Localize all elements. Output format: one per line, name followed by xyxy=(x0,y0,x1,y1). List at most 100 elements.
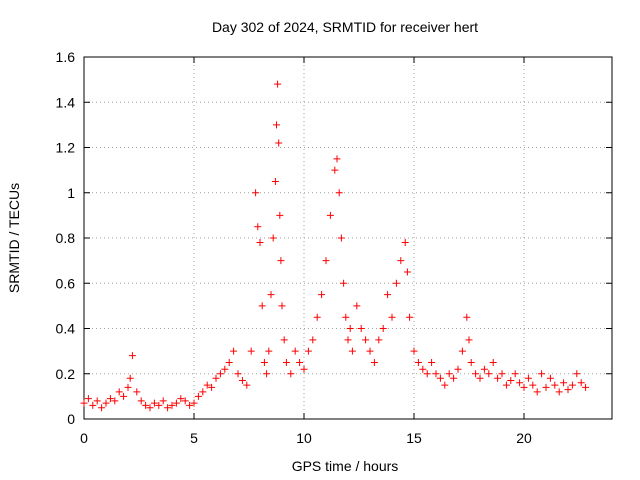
data-point xyxy=(225,358,233,366)
data-point xyxy=(423,370,431,378)
data-point xyxy=(344,336,352,344)
data-point xyxy=(384,291,392,299)
data-point xyxy=(282,358,290,366)
data-point xyxy=(199,388,207,396)
data-point xyxy=(221,365,229,373)
data-point xyxy=(263,370,271,378)
data-point xyxy=(177,395,185,403)
data-point xyxy=(247,347,255,355)
data-point xyxy=(577,379,585,387)
data-point xyxy=(564,386,572,394)
data-point xyxy=(511,370,519,378)
y-tick-label: 1.4 xyxy=(56,94,76,110)
data-point xyxy=(278,302,286,310)
data-point xyxy=(300,365,308,373)
data-point xyxy=(133,388,141,396)
data-point xyxy=(337,234,345,242)
data-point xyxy=(375,336,383,344)
data-point xyxy=(84,395,92,403)
data-point xyxy=(277,257,285,265)
data-point xyxy=(560,379,568,387)
data-point xyxy=(142,401,150,409)
data-point xyxy=(520,383,528,391)
data-point xyxy=(190,399,198,407)
data-point xyxy=(208,383,216,391)
data-point xyxy=(432,370,440,378)
y-tick-label: 1.6 xyxy=(56,49,76,65)
data-point xyxy=(254,223,262,231)
data-point xyxy=(155,401,163,409)
data-point xyxy=(186,401,194,409)
data-point xyxy=(265,347,273,355)
data-point xyxy=(111,397,119,405)
data-point xyxy=(533,388,541,396)
data-point xyxy=(120,392,128,400)
data-point xyxy=(414,358,422,366)
data-point xyxy=(542,383,550,391)
data-point xyxy=(326,211,334,219)
data-point xyxy=(252,189,260,197)
data-point xyxy=(194,392,202,400)
data-point xyxy=(172,399,180,407)
data-point xyxy=(331,166,339,174)
data-point xyxy=(230,347,238,355)
y-tick-label: 1 xyxy=(67,185,75,201)
data-point xyxy=(309,336,317,344)
data-point xyxy=(458,347,466,355)
data-point xyxy=(234,370,242,378)
x-tick-label: 5 xyxy=(190,430,198,446)
data-point xyxy=(428,358,436,366)
data-point xyxy=(203,381,211,389)
data-point xyxy=(280,336,288,344)
data-point xyxy=(126,374,134,382)
data-point xyxy=(494,374,502,382)
data-point xyxy=(137,397,145,405)
y-tick-label: 0.6 xyxy=(56,275,76,291)
x-tick-label: 0 xyxy=(80,430,88,446)
chart-title: Day 302 of 2024, SRMTID for receiver her… xyxy=(212,19,478,35)
data-point xyxy=(445,370,453,378)
data-point xyxy=(98,404,106,412)
data-point xyxy=(551,381,559,389)
data-point xyxy=(397,257,405,265)
x-tick-label: 15 xyxy=(406,430,422,446)
data-point xyxy=(106,395,114,403)
data-point xyxy=(529,381,537,389)
data-point xyxy=(146,404,154,412)
data-point xyxy=(159,397,167,405)
data-point xyxy=(472,370,480,378)
data-point xyxy=(291,347,299,355)
y-tick-label: 0 xyxy=(67,411,75,427)
data-point xyxy=(150,399,158,407)
data-point xyxy=(342,313,350,321)
data-point xyxy=(485,370,493,378)
data-point xyxy=(271,177,279,185)
data-point xyxy=(353,302,361,310)
data-point xyxy=(436,374,444,382)
data-point xyxy=(476,374,484,382)
data-point xyxy=(287,370,295,378)
data-point xyxy=(366,347,374,355)
data-point xyxy=(80,399,88,407)
data-point xyxy=(403,268,411,276)
data-point xyxy=(419,365,427,373)
data-point xyxy=(370,358,378,366)
data-point xyxy=(454,365,462,373)
data-point xyxy=(524,374,532,382)
data-point xyxy=(573,370,581,378)
data-point xyxy=(555,388,563,396)
x-tick-label: 10 xyxy=(296,430,312,446)
y-tick-label: 1.2 xyxy=(56,140,76,156)
data-point xyxy=(546,374,554,382)
data-point xyxy=(502,381,510,389)
data-point xyxy=(392,279,400,287)
data-point xyxy=(164,404,172,412)
data-point xyxy=(441,381,449,389)
data-point xyxy=(582,383,590,391)
data-point xyxy=(357,325,365,332)
data-point xyxy=(322,257,330,265)
data-point xyxy=(313,313,321,321)
data-point xyxy=(362,336,370,344)
data-point xyxy=(212,374,220,382)
